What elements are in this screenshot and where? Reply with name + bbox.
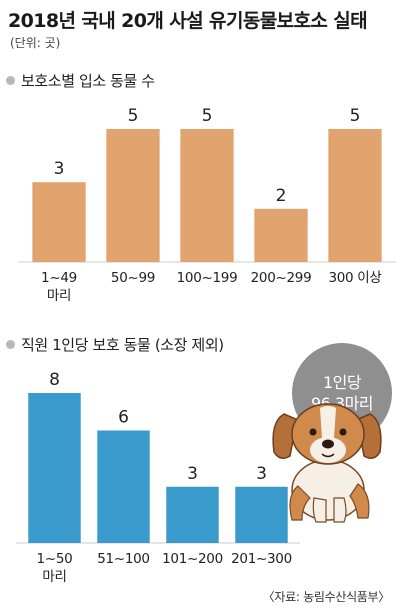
chart2-category-label: 마리 [42,569,66,585]
chart1-category-label: 100~199 [177,270,238,286]
chart2-value-label: 3 [256,464,267,484]
chart1-bar [328,129,382,262]
chart1-heading: 보호소별 입소 동물 수 [6,70,155,91]
chart1-value-label: 5 [128,106,139,126]
chart1-value-label: 5 [350,106,361,126]
chart2-category-label: 101~200 [162,551,223,567]
chart1-category-label: 300 이상 [328,270,381,286]
chart2-value-label: 6 [118,408,129,428]
chart2-value-label: 8 [49,370,60,390]
chart1-bar [106,129,160,262]
dog-icon [272,403,382,523]
chart1-bar [32,182,86,262]
unit-label: (단위: 곳) [10,36,61,50]
chart1-category-label: 1~49 [41,270,77,286]
chart1: 3 1~49 마리 5 50~99 5 100~199 2 200~299 5 300 이상 [18,106,396,304]
chart1-category-label: 50~99 [111,270,155,286]
chart2-heading: 직원 1인당 보호 동물 (소장 제외) [6,334,224,355]
chart1-title: 보호소별 입소 동물 수 [21,72,155,90]
chart2-value-label: 3 [187,464,198,484]
chart2-bar [166,486,219,543]
chart1-category-label: 200~299 [251,270,312,286]
chart2-bar [235,486,288,543]
chart1-bar [180,129,234,262]
chart2-category-label: 201~300 [231,551,292,567]
chart2-bar [97,430,150,543]
chart1-value-label: 3 [54,159,65,179]
chart2-category-label: 51~100 [97,551,149,567]
source-note: 〈자료: 농림수산식품부〉 [262,590,391,604]
bullet-icon [6,76,15,85]
chart1-value-label: 5 [202,106,213,126]
chart2-bar [28,393,81,543]
page-title: 2018년 국내 20개 사설 유기동물보호소 실태 [8,10,368,32]
chart2-title: 직원 1인당 보호 동물 (소장 제외) [21,336,224,354]
chart2-category-label: 1~50 [37,551,73,567]
chart1-value-label: 2 [276,186,287,206]
chart1-category-label: 마리 [47,288,71,304]
badge-line1: 1인당 [322,373,362,392]
chart1-bar [254,208,308,262]
bullet-icon [6,340,15,349]
